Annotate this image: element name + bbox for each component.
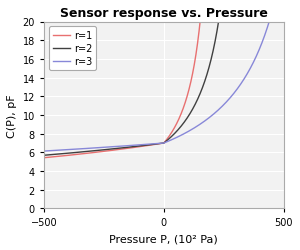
r=3: [239, 82, 243, 85]
r=3: [158, 142, 162, 145]
X-axis label: Pressure P, (10² Pa): Pressure P, (10² Pa): [110, 233, 218, 243]
r=2: [217, 21, 220, 24]
r=1: [42, 156, 46, 160]
Line: r=2: r=2: [44, 22, 218, 156]
r=1: [198, 21, 202, 24]
Title: Sensor response vs. Pressure: Sensor response vs. Pressure: [60, 7, 268, 20]
r=2: [169, 136, 172, 140]
r=3: [65, 148, 69, 152]
r=2: [70, 152, 74, 155]
Y-axis label: C(P), pF: C(P), pF: [7, 94, 17, 137]
r=3: [42, 150, 46, 153]
r=1: [155, 143, 159, 146]
r=3: [255, 54, 259, 56]
r=2: [85, 150, 88, 154]
r=3: [267, 21, 271, 24]
r=3: [169, 139, 172, 142]
r=3: [248, 68, 252, 71]
r=1: [115, 148, 119, 152]
Line: r=1: r=1: [44, 22, 200, 158]
r=2: [180, 124, 184, 127]
r=1: [148, 144, 151, 147]
r=1: [58, 155, 62, 158]
r=1: [128, 147, 132, 150]
r=2: [126, 146, 129, 149]
Legend: r=1, r=2, r=3: r=1, r=2, r=3: [49, 27, 96, 71]
r=2: [190, 109, 194, 112]
r=2: [42, 154, 46, 157]
Line: r=3: r=3: [44, 22, 269, 152]
r=1: [130, 146, 134, 150]
